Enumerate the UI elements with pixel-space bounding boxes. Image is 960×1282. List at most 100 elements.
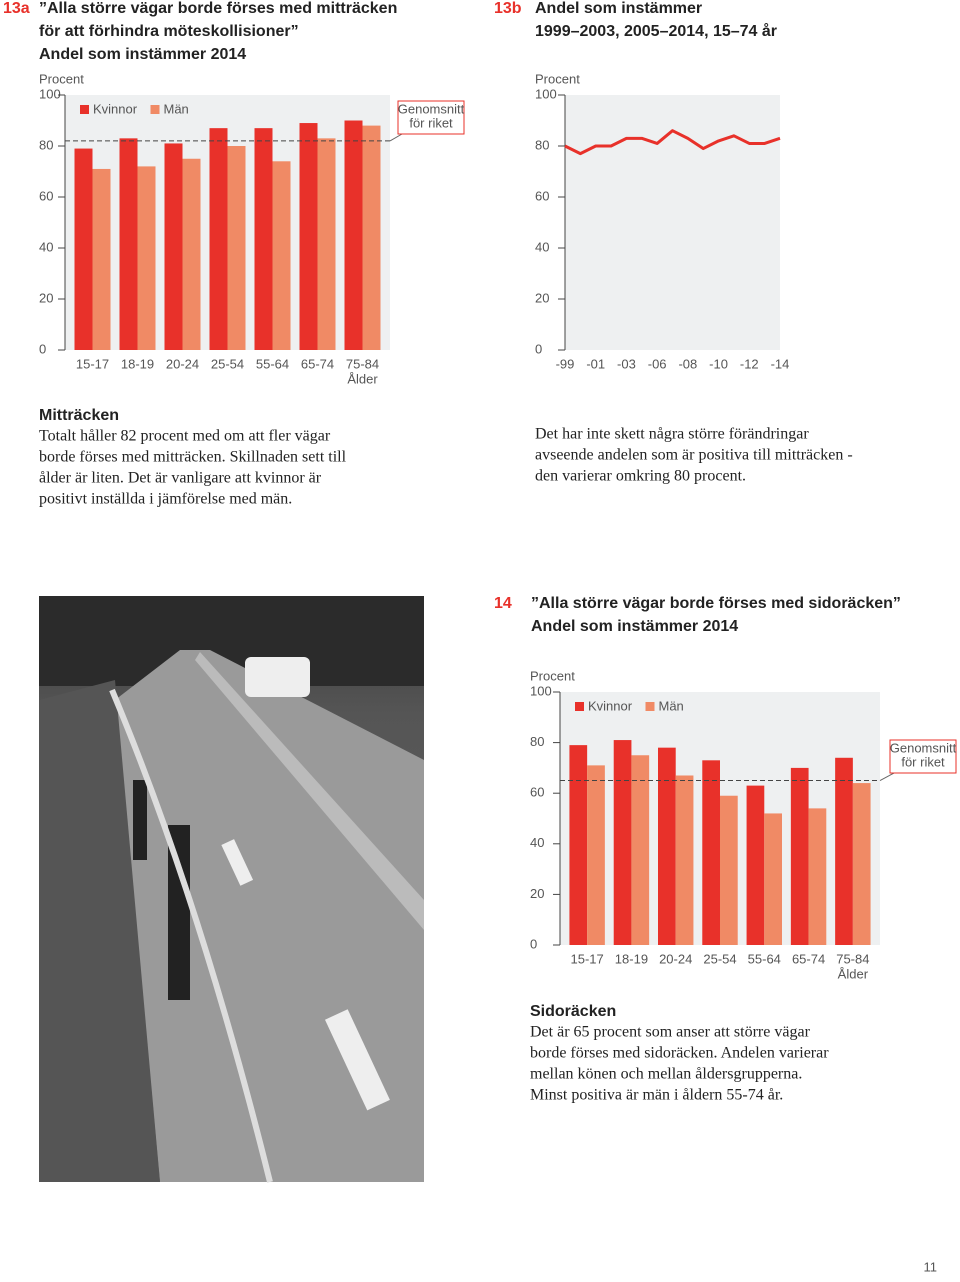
- body-text: positivt inställda i jämförelse med män.: [39, 491, 292, 508]
- bar: [272, 161, 291, 350]
- section-heading: Mitträcken: [39, 407, 119, 424]
- chart-title: ”Alla större vägar borde förses med sido…: [531, 595, 901, 612]
- legend-swatch: [80, 105, 89, 114]
- y-tick-label: 0: [535, 341, 542, 356]
- chart-number: 13b: [494, 0, 522, 17]
- y-tick-label: 80: [39, 137, 53, 152]
- y-tick-label: 100: [530, 683, 552, 698]
- annotation-box: [889, 739, 957, 774]
- bar: [299, 123, 318, 350]
- annotation-box: [397, 100, 465, 135]
- bar: [164, 143, 183, 350]
- chart-number: 14: [494, 595, 512, 612]
- bar: [92, 168, 111, 350]
- x-tick-label: -03: [617, 356, 636, 371]
- plot-area: [565, 95, 780, 350]
- body-text: Totalt håller 82 procent med om att fler…: [39, 428, 331, 445]
- line: [564, 129, 781, 156]
- legend-swatch: [150, 105, 160, 114]
- x-tick-label: 75-84: [836, 951, 869, 966]
- legend-swatch: [575, 702, 584, 711]
- x-tick-label: 25-54: [211, 356, 244, 371]
- bar: [764, 813, 782, 945]
- x-tick-label: -01: [586, 356, 605, 371]
- section-heading: Sidoräcken: [530, 1003, 616, 1020]
- annotation-arrow: [389, 133, 403, 142]
- x-axis-label: Ålder: [838, 966, 869, 981]
- legend-label: Kvinnor: [588, 698, 633, 713]
- bar: [182, 158, 201, 350]
- x-tick-label: 65-74: [792, 951, 825, 966]
- bar: [227, 146, 246, 350]
- bar: [720, 795, 738, 945]
- bar: [658, 747, 676, 945]
- bar: [569, 745, 588, 945]
- body-text: avseende andelen som är positiva till mi…: [535, 447, 853, 464]
- annotation-text: Genomsnitt: [398, 101, 465, 116]
- y-axis-label: Procent: [535, 71, 580, 86]
- y-tick-label: 60: [530, 785, 544, 800]
- chart-title: för att förhindra möteskollisioner”: [39, 23, 299, 40]
- bar: [119, 138, 138, 350]
- x-tick-label: -06: [648, 356, 667, 371]
- annotation-arrow: [879, 772, 895, 781]
- bar: [852, 783, 871, 945]
- bar: [587, 765, 605, 945]
- y-tick-label: 60: [39, 188, 53, 203]
- page-number: 11: [924, 1259, 938, 1274]
- legend-label: Män: [164, 101, 189, 116]
- bar: [344, 120, 363, 350]
- bar: [631, 755, 650, 945]
- annotation-text: för riket: [409, 115, 453, 130]
- y-axis-label: Procent: [530, 668, 575, 683]
- x-tick-label: 18-19: [121, 356, 154, 371]
- bar: [209, 128, 228, 350]
- x-tick-label: 15-17: [76, 356, 109, 371]
- y-tick-label: 100: [39, 86, 61, 101]
- x-tick-label: 25-54: [703, 951, 736, 966]
- bar: [675, 775, 694, 945]
- bar: [362, 125, 381, 350]
- y-tick-label: 100: [535, 86, 557, 101]
- y-tick-label: 40: [535, 239, 549, 254]
- chart-title: Andel som instämmer 2014: [39, 46, 246, 63]
- bar: [74, 148, 93, 350]
- y-tick-label: 40: [39, 239, 53, 254]
- bar: [790, 767, 809, 945]
- legend-label: Män: [659, 698, 684, 713]
- x-tick-label: 75-84: [346, 356, 379, 371]
- y-tick-label: 20: [535, 290, 549, 305]
- chart-title: ”Alla större vägar borde förses med mitt…: [39, 0, 397, 17]
- bar: [613, 740, 632, 945]
- y-tick-label: 40: [530, 835, 544, 850]
- body-text: Det har inte skett några större förändri…: [535, 426, 809, 443]
- body-text: den varierar omkring 80 procent.: [535, 468, 746, 485]
- bar: [254, 128, 273, 350]
- body-text: mellan könen och mellan åldersgrupperna.: [530, 1066, 802, 1083]
- y-tick-label: 60: [535, 188, 549, 203]
- chart-number: 13a: [3, 0, 30, 17]
- y-tick-label: 0: [530, 936, 537, 951]
- bar: [137, 166, 156, 350]
- annotation-text: Genomsnitt: [890, 740, 957, 755]
- body-text: Minst positiva är män i åldern 55-74 år.: [530, 1087, 783, 1104]
- bar: [317, 138, 336, 350]
- body-text: Det är 65 procent som anser att större v…: [530, 1024, 811, 1041]
- x-tick-label: 20-24: [659, 951, 692, 966]
- annotation-text: för riket: [901, 754, 945, 769]
- x-tick-label: -14: [771, 356, 790, 371]
- bar: [835, 757, 853, 945]
- legend-label: Kvinnor: [93, 101, 138, 116]
- x-tick-label: -99: [556, 356, 575, 371]
- photo: [39, 596, 424, 1183]
- x-tick-label: 55-64: [748, 951, 781, 966]
- y-tick-label: 80: [535, 137, 549, 152]
- y-tick-label: 20: [39, 290, 53, 305]
- bar: [702, 760, 720, 945]
- bar: [808, 808, 827, 945]
- y-axis-label: Procent: [39, 71, 84, 86]
- body-text: borde förses med sidoräcken. Andelen var…: [530, 1045, 829, 1062]
- chart-title: 1999–2003, 2005–2014, 15–74 år: [535, 22, 777, 40]
- chart-title: Andel som instämmer: [535, 0, 702, 17]
